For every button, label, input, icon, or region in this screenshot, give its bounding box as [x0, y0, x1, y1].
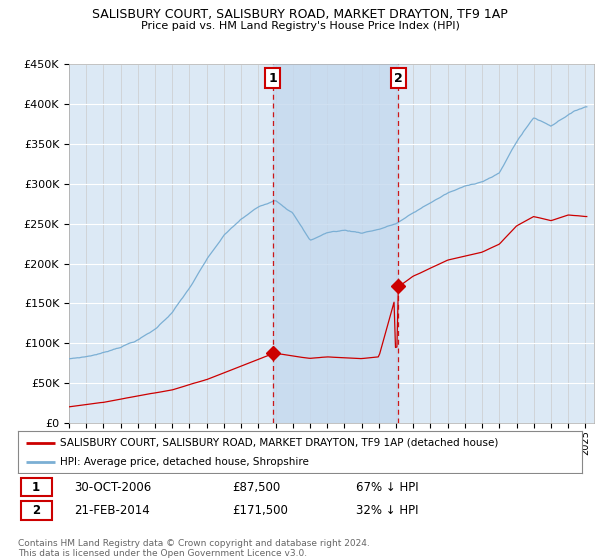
Text: 1: 1	[268, 72, 277, 85]
Text: 1: 1	[32, 480, 40, 493]
Text: 67% ↓ HPI: 67% ↓ HPI	[356, 480, 419, 493]
Text: HPI: Average price, detached house, Shropshire: HPI: Average price, detached house, Shro…	[60, 457, 309, 467]
Text: 32% ↓ HPI: 32% ↓ HPI	[356, 504, 419, 517]
Text: SALISBURY COURT, SALISBURY ROAD, MARKET DRAYTON, TF9 1AP (detached house): SALISBURY COURT, SALISBURY ROAD, MARKET …	[60, 437, 499, 447]
Bar	[21, 501, 52, 520]
Text: £171,500: £171,500	[232, 504, 288, 517]
Bar	[21, 478, 52, 497]
Text: Contains HM Land Registry data © Crown copyright and database right 2024.
This d: Contains HM Land Registry data © Crown c…	[18, 539, 370, 558]
Bar	[272, 64, 398, 423]
Text: 2: 2	[394, 72, 403, 85]
Text: £87,500: £87,500	[232, 480, 281, 493]
Text: SALISBURY COURT, SALISBURY ROAD, MARKET DRAYTON, TF9 1AP: SALISBURY COURT, SALISBURY ROAD, MARKET …	[92, 8, 508, 21]
Text: 30-OCT-2006: 30-OCT-2006	[74, 480, 152, 493]
Text: 2: 2	[32, 504, 40, 517]
Text: 21-FEB-2014: 21-FEB-2014	[74, 504, 150, 517]
Text: Price paid vs. HM Land Registry's House Price Index (HPI): Price paid vs. HM Land Registry's House …	[140, 21, 460, 31]
